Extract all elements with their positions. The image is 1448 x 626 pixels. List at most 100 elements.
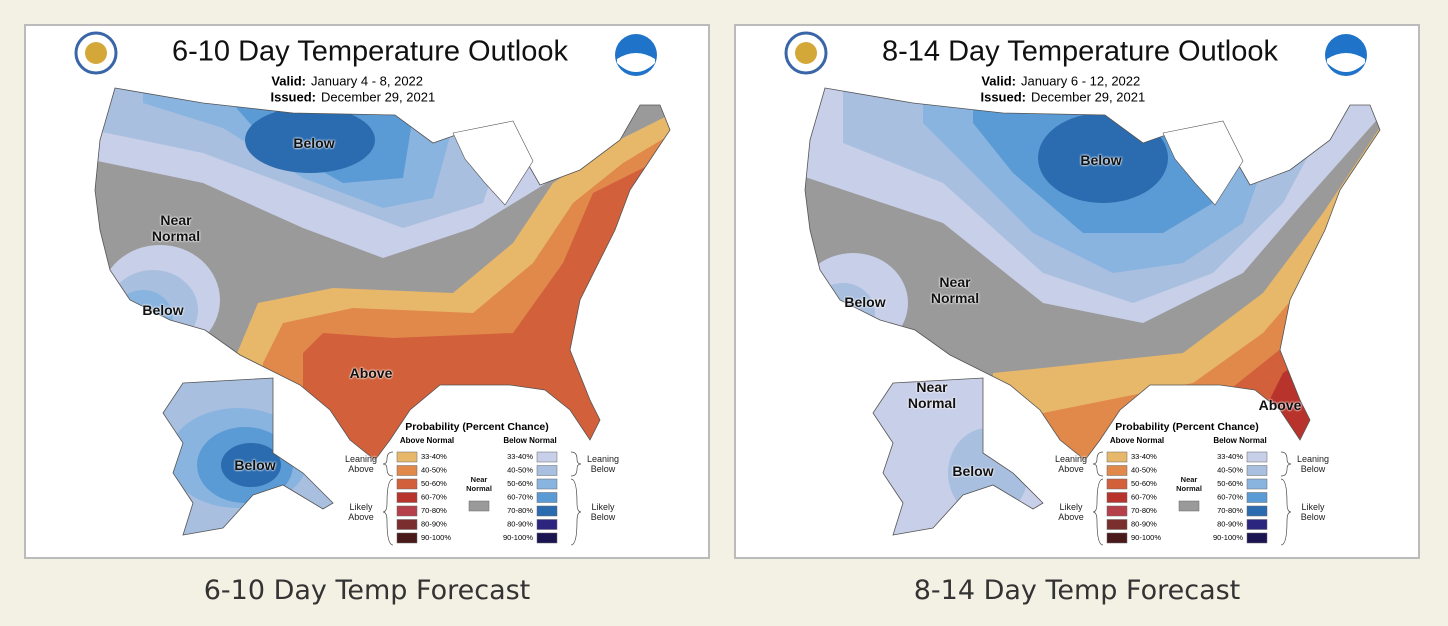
legend-swatch: [1246, 451, 1268, 463]
caption: 6-10 Day Temp Forecast: [203, 575, 531, 606]
conus-outline: [94, 87, 671, 461]
map-title: 8-14 Day Temperature Outlook: [882, 36, 1279, 68]
legend-group-label-box: Likely Above: [348, 502, 374, 522]
region-label-box: Below: [293, 134, 335, 151]
legend-range: 70-80%: [1217, 506, 1243, 515]
legend-range: 33-40%: [1217, 452, 1243, 461]
legend-range: 80-90%: [1217, 519, 1243, 528]
region-label-box: Below: [1080, 151, 1122, 168]
legend-group-label-box: Leaning Below: [586, 453, 620, 474]
legend-swatch: [1106, 478, 1128, 490]
legend-swatch: [396, 492, 418, 503]
legend-brace: [382, 478, 394, 546]
legend-swatch: [536, 451, 558, 463]
legend-group-label: Leaning Below: [586, 453, 620, 474]
issued-date: December 29, 2021: [321, 89, 435, 104]
region-label-box: Near Normal: [931, 274, 979, 306]
caption: 8-14 Day Temp Forecast: [913, 575, 1241, 606]
noaa-logo-wave: [617, 53, 655, 72]
legend-swatch: [1246, 505, 1268, 517]
legend-brace: [570, 451, 582, 477]
legend-range: 40-50%: [421, 465, 447, 474]
region-label: Below: [142, 301, 184, 318]
legend-swatch: [1106, 465, 1128, 476]
valid-label: Valid:: [271, 73, 306, 88]
region-label: Above: [349, 364, 393, 381]
legend-range: 33-40%: [1131, 452, 1157, 461]
region-label: Below: [293, 134, 335, 151]
legend-range: 70-80%: [507, 506, 533, 515]
legend-group-label: Likely Below: [1300, 501, 1326, 522]
legend-range: 90-100%: [421, 533, 451, 542]
region-label: Below: [1080, 151, 1122, 168]
legend-range: 50-60%: [1217, 479, 1243, 488]
legend-range: 80-90%: [507, 519, 533, 528]
region-label-box: Below: [234, 456, 276, 473]
legend-swatch: [1246, 519, 1268, 530]
region-label-box: Above: [1258, 396, 1302, 413]
legend-range: 60-70%: [507, 492, 533, 501]
legend-brace: [1092, 478, 1104, 546]
region-label: Below: [844, 293, 886, 310]
legend-header: Above Normal: [400, 436, 454, 445]
legend-title: Probability (Percent Chance): [1115, 421, 1259, 433]
legend-group-label: Likely Above: [1058, 501, 1084, 522]
legend-range: 50-60%: [1131, 479, 1157, 488]
legend-swatch: [1106, 519, 1128, 530]
region-label: Below: [234, 456, 276, 473]
legend-swatch: [1246, 465, 1268, 476]
region-label-box: Below: [952, 462, 994, 479]
region-label-box: Above: [349, 364, 393, 381]
legend-group-label-box: Leaning Above: [345, 454, 377, 474]
issued-date: December 29, 2021: [1031, 89, 1145, 104]
region-label-box: Near Normal: [151, 211, 201, 244]
alaska-outline: [162, 377, 334, 536]
legend-group-label-box: Likely Below: [591, 502, 616, 522]
legend-range: 90-100%: [1213, 533, 1243, 542]
legend-range: 33-40%: [507, 452, 533, 461]
legend-range: 60-70%: [1217, 492, 1243, 501]
legend-range: 40-50%: [1217, 465, 1243, 474]
legend-group-label-box: Near Normal: [1176, 476, 1202, 493]
region-label-box: Near Normal: [908, 379, 956, 411]
legend-range: 33-40%: [421, 452, 447, 461]
region-label: Near Normal: [151, 211, 201, 244]
legend-range: 40-50%: [1131, 465, 1157, 474]
legend-swatch: [536, 532, 558, 544]
legend-range: 90-100%: [1131, 533, 1161, 542]
legend-swatch: [536, 465, 558, 476]
legend-range: 60-70%: [421, 492, 447, 501]
region-label: Below: [952, 462, 994, 479]
legend-swatch: [536, 492, 558, 503]
legend-swatch: [1106, 492, 1128, 503]
commerce-logo-inner: [795, 42, 817, 64]
legend-swatch: [468, 500, 490, 512]
legend-group-label: Near Normal: [466, 475, 492, 493]
commerce-logo-inner: [85, 42, 107, 64]
legend-swatch: [396, 465, 418, 476]
legend-brace: [1280, 478, 1292, 546]
legend-swatch: [536, 478, 558, 490]
legend-swatch: [1106, 505, 1128, 517]
valid-date: January 6 - 12, 2022: [1021, 73, 1140, 88]
legend-range: 60-70%: [1131, 492, 1157, 501]
region-label: Above: [1258, 396, 1302, 413]
legend-swatch: [1106, 532, 1128, 544]
conus-outline: [804, 87, 1381, 461]
legend-range: 90-100%: [503, 533, 533, 542]
legend-group-label-box: Likely Below: [1300, 501, 1326, 522]
legend-group-label-box: Likely Above: [1058, 501, 1084, 522]
legend-swatch: [1246, 492, 1268, 503]
noaa-logo-wave: [1327, 53, 1365, 72]
legend-group-label-box: Leaning Below: [1297, 454, 1329, 474]
legend-swatch: [1178, 500, 1200, 512]
region-label-box: Below: [142, 301, 184, 318]
legend-range: 80-90%: [1131, 519, 1157, 528]
legend-range: 70-80%: [421, 506, 447, 515]
legend-swatch: [396, 505, 418, 517]
legend-swatch: [396, 478, 418, 490]
legend-range: 70-80%: [1131, 506, 1157, 515]
map-title: 6-10 Day Temperature Outlook: [172, 36, 569, 68]
legend-swatch: [536, 519, 558, 530]
